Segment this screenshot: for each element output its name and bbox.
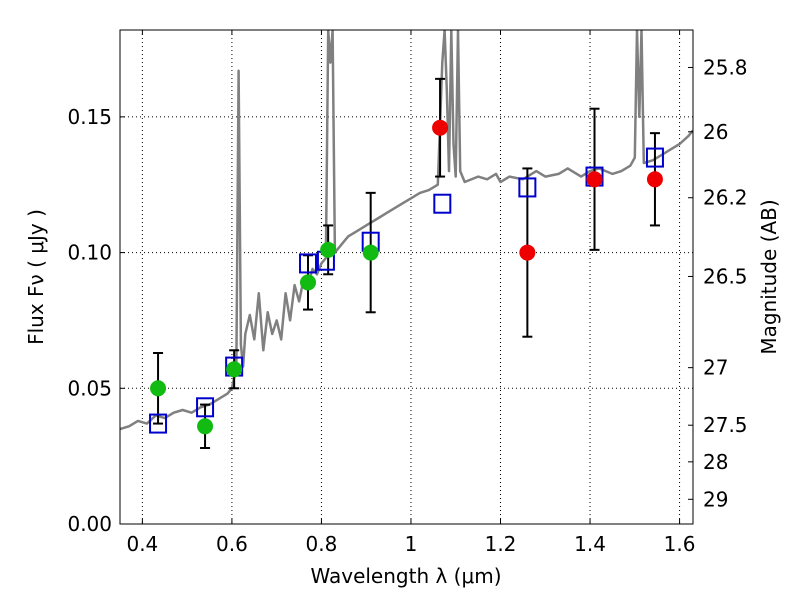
model-photometry-square (518, 177, 537, 198)
observed-point (197, 418, 214, 435)
model-photometry-square (645, 147, 664, 168)
model-photometry-square (196, 397, 215, 418)
y-ticks-layer: 0.00 0.05 0.10 0.15 (67, 105, 125, 536)
observed-point (362, 244, 379, 261)
y-axis-label: Flux Fν ( μJy ) (24, 209, 48, 345)
observed-point (586, 171, 603, 188)
grid-layer (120, 30, 693, 525)
observed-point (432, 119, 449, 136)
y2-tick-label: 25.8 (703, 55, 748, 79)
observed-point (150, 380, 167, 397)
y-tick-label: 0.10 (67, 241, 112, 265)
y-tick-label: 0.05 (67, 376, 112, 400)
marker-layer (149, 119, 664, 435)
x-tick-label: 1.2 (485, 532, 517, 556)
x-axis-label: Wavelength λ (μm) (310, 564, 501, 588)
model-sed-line (120, 30, 693, 431)
y2-tick-label: 26 (703, 120, 728, 144)
y2-tick-label: 27 (703, 356, 728, 380)
model-sed-layer (120, 30, 693, 431)
y2-tick-label: 26.5 (703, 264, 748, 288)
x-tick-label: 0.6 (216, 532, 248, 556)
x-tick-label: 1.4 (574, 532, 606, 556)
x-tick-label: 0.8 (306, 532, 338, 556)
y2-tick-label: 28 (703, 450, 728, 474)
observed-point (519, 244, 536, 261)
plot-frame (119, 29, 694, 525)
model-photometry-square (149, 413, 168, 434)
model-photometry-square (299, 253, 318, 274)
observed-point (646, 171, 663, 188)
y2-tick-label: 29 (703, 487, 728, 511)
y2-tick-label: 26.2 (703, 186, 748, 210)
y2-ticks-layer: 25.8 26 26.2 26.5 27 27.5 28 29 (688, 55, 748, 511)
x-ticks-layer: 0.4 0.6 0.8 1 1.2 1.4 1.6 (126, 30, 695, 556)
x-tick-label: 0.4 (126, 532, 158, 556)
model-photometry-square (433, 193, 452, 214)
y2-axis-label: Magnitude (AB) (757, 199, 781, 354)
x-tick-label: 1 (405, 532, 418, 556)
y-tick-label: 0.00 (67, 512, 112, 536)
y-tick-label: 0.15 (67, 105, 112, 129)
observed-point (300, 274, 317, 291)
y2-tick-label: 27.5 (703, 413, 748, 437)
observed-point (226, 361, 243, 378)
observed-point (320, 241, 337, 258)
x-tick-label: 1.6 (664, 532, 696, 556)
